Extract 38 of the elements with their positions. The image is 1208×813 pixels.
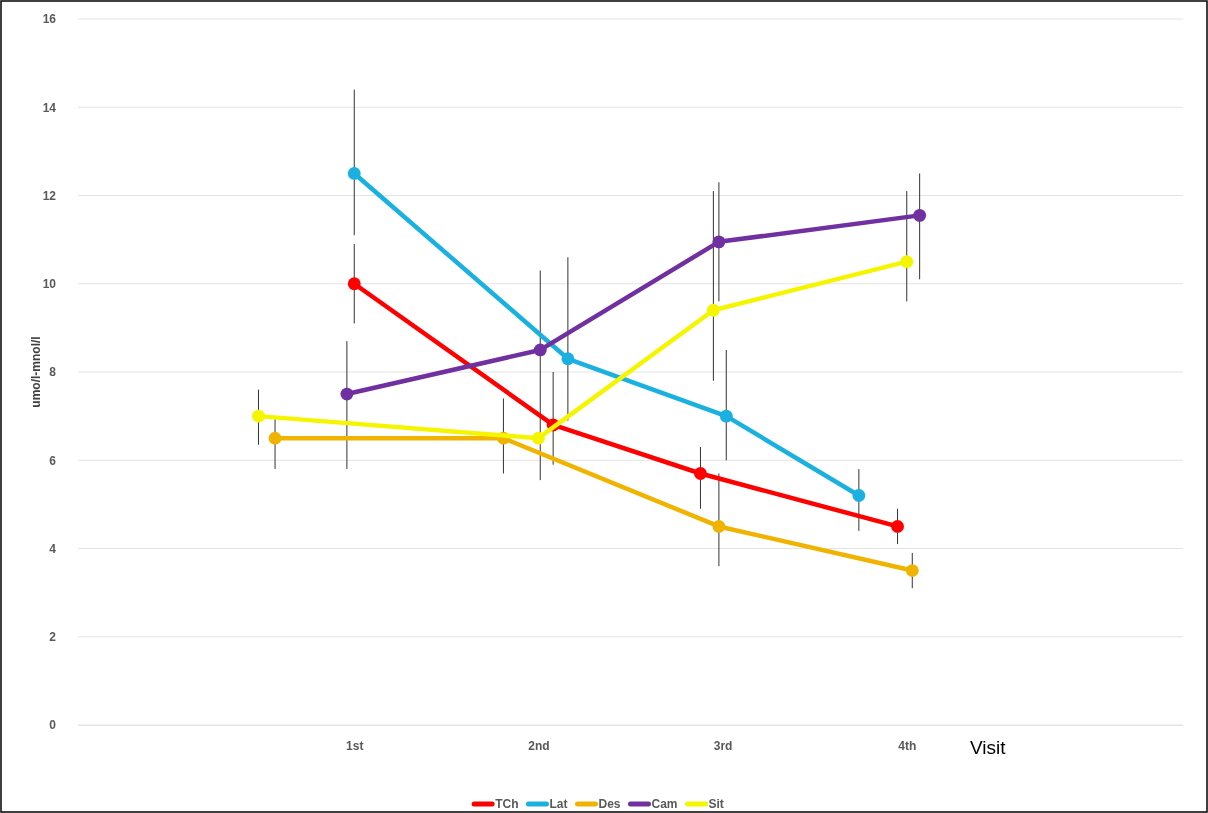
legend-label: Des: [598, 797, 621, 811]
point: [340, 387, 354, 401]
y-tick-label: 16: [42, 12, 57, 27]
x-tick-label: 4th: [898, 738, 917, 753]
point: [706, 303, 720, 317]
y-tick-label: 0: [49, 718, 57, 733]
point: [561, 352, 575, 366]
point: [891, 520, 904, 533]
x-tick-label: 1st: [346, 738, 364, 753]
y-tick-label: 8: [49, 365, 57, 380]
point: [533, 343, 547, 357]
point: [905, 564, 919, 577]
point: [712, 520, 726, 533]
x-tick-label: 3rd: [713, 738, 733, 753]
point: [694, 467, 707, 480]
legend-label: TCh: [495, 797, 519, 811]
legend-label: Sit: [708, 797, 724, 811]
y-tick-label: 4: [49, 541, 57, 556]
x-axis-title: Visit: [970, 737, 1007, 758]
legend-label: Lat: [549, 797, 568, 811]
x-tick-label: 2nd: [528, 738, 550, 753]
point: [852, 489, 866, 502]
point: [268, 431, 282, 445]
point: [347, 167, 361, 180]
y-axis-title: umo/l-mnol/l: [29, 336, 43, 408]
y-tick-label: 2: [49, 630, 57, 645]
point: [347, 277, 361, 291]
point: [531, 431, 545, 445]
y-tick-label: 6: [49, 453, 57, 468]
y-tick-label: 14: [42, 100, 57, 115]
legend-label: Cam: [651, 797, 678, 811]
point: [719, 409, 733, 423]
point: [712, 235, 726, 249]
point: [252, 409, 265, 423]
y-tick-label: 12: [42, 188, 57, 203]
y-tick-label: 10: [42, 277, 57, 292]
point: [900, 255, 914, 269]
point: [913, 208, 927, 222]
